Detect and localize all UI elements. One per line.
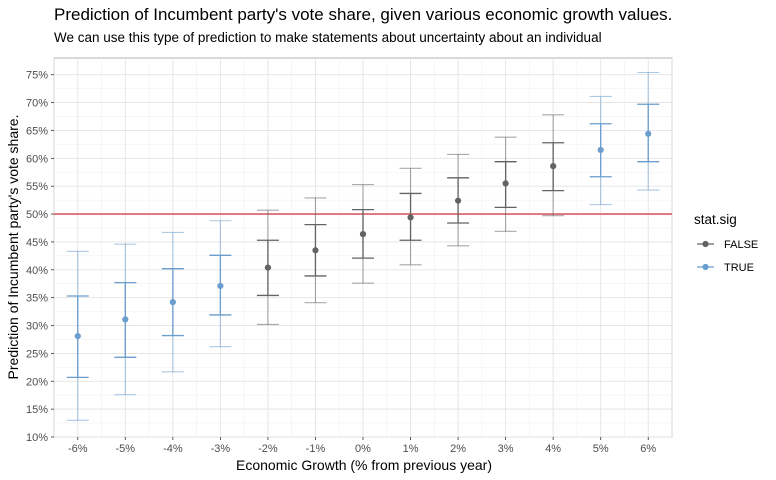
data-point: [217, 282, 224, 290]
data-group: [494, 136, 517, 232]
data-point: [454, 197, 462, 204]
x-tick-label: 6%: [640, 443, 656, 455]
data-group: [256, 209, 279, 325]
y-tick-label: 60%: [26, 153, 48, 165]
x-tick-label: -6%: [68, 443, 88, 455]
data-group: [352, 183, 374, 284]
x-tick-label: 5%: [593, 443, 609, 455]
data-point: [359, 231, 367, 238]
legend-entry: FALSE: [697, 239, 758, 251]
data-point: [550, 163, 557, 170]
y-tick-label: 65%: [26, 125, 48, 137]
data-point: [597, 146, 604, 154]
y-tick-label: 35%: [26, 293, 48, 305]
y-tick-label: 75%: [26, 70, 48, 82]
data-marks: [66, 71, 660, 421]
y-tick-label: 15%: [26, 404, 48, 416]
data-group: [66, 250, 89, 421]
y-tick-label: 10%: [26, 432, 48, 444]
legend-label: FALSE: [724, 239, 758, 251]
x-tick-label: 4%: [545, 443, 561, 455]
x-tick-label: -1%: [306, 443, 326, 455]
x-tick-label: 1%: [403, 443, 419, 455]
data-point: [169, 299, 176, 306]
y-tick-label: 20%: [26, 376, 48, 388]
data-point: [122, 316, 129, 323]
legend-label: TRUE: [724, 262, 754, 274]
x-tick-label: -5%: [116, 443, 136, 455]
y-tick-label: 30%: [26, 321, 48, 333]
x-tick-label: -2%: [258, 443, 278, 455]
data-group: [542, 114, 565, 217]
data-group: [589, 95, 612, 206]
x-tick-label: -3%: [211, 443, 231, 455]
plot-panel: [53, 57, 673, 438]
data-group: [447, 153, 470, 247]
y-tick-label: 25%: [26, 348, 48, 360]
data-group: [637, 71, 660, 191]
x-tick-label: -4%: [163, 443, 183, 455]
data-group: [161, 231, 184, 373]
y-tick-label: 45%: [26, 237, 48, 249]
data-group: [209, 220, 232, 348]
legend-entry: TRUE: [697, 262, 754, 274]
data-group: [304, 197, 327, 304]
y-tick-label: 55%: [26, 181, 48, 193]
chart-title: Prediction of Incumbent party's vote sha…: [54, 5, 672, 24]
y-axis-title: Prediction of Incumbent party's vote sha…: [5, 115, 21, 380]
data-group: [399, 167, 422, 266]
x-axis: -6% -5% -4% -3% -2% -1% 0% 1% 2% 3% 4% 5% 6%: [68, 437, 656, 455]
legend-title: stat.sig: [694, 212, 737, 227]
legend: stat.sig FALSE TRUE: [694, 212, 758, 274]
data-point: [312, 247, 319, 254]
chart-subtitle: We can use this type of prediction to ma…: [54, 30, 602, 45]
data-point: [264, 264, 272, 271]
x-axis-title: Economic Growth (% from previous year): [236, 457, 492, 473]
data-point: [502, 180, 509, 187]
data-group: [114, 243, 137, 396]
y-tick-label: 40%: [26, 265, 48, 277]
x-tick-label: 3%: [498, 443, 514, 455]
x-tick-label: 2%: [450, 443, 466, 455]
data-point: [407, 214, 414, 221]
data-point: [74, 333, 81, 340]
x-tick-label: 0%: [355, 443, 371, 455]
legend-key-point: [702, 263, 709, 271]
data-point: [645, 130, 652, 137]
legend-key-point: [702, 240, 709, 248]
y-tick-label: 70%: [26, 98, 48, 110]
y-axis: 10% 15% 20% 25% 30% 35% 40% 45% 50% 55% 60% 65% 70% 7…: [26, 70, 54, 444]
y-tick-label: 50%: [26, 209, 48, 221]
